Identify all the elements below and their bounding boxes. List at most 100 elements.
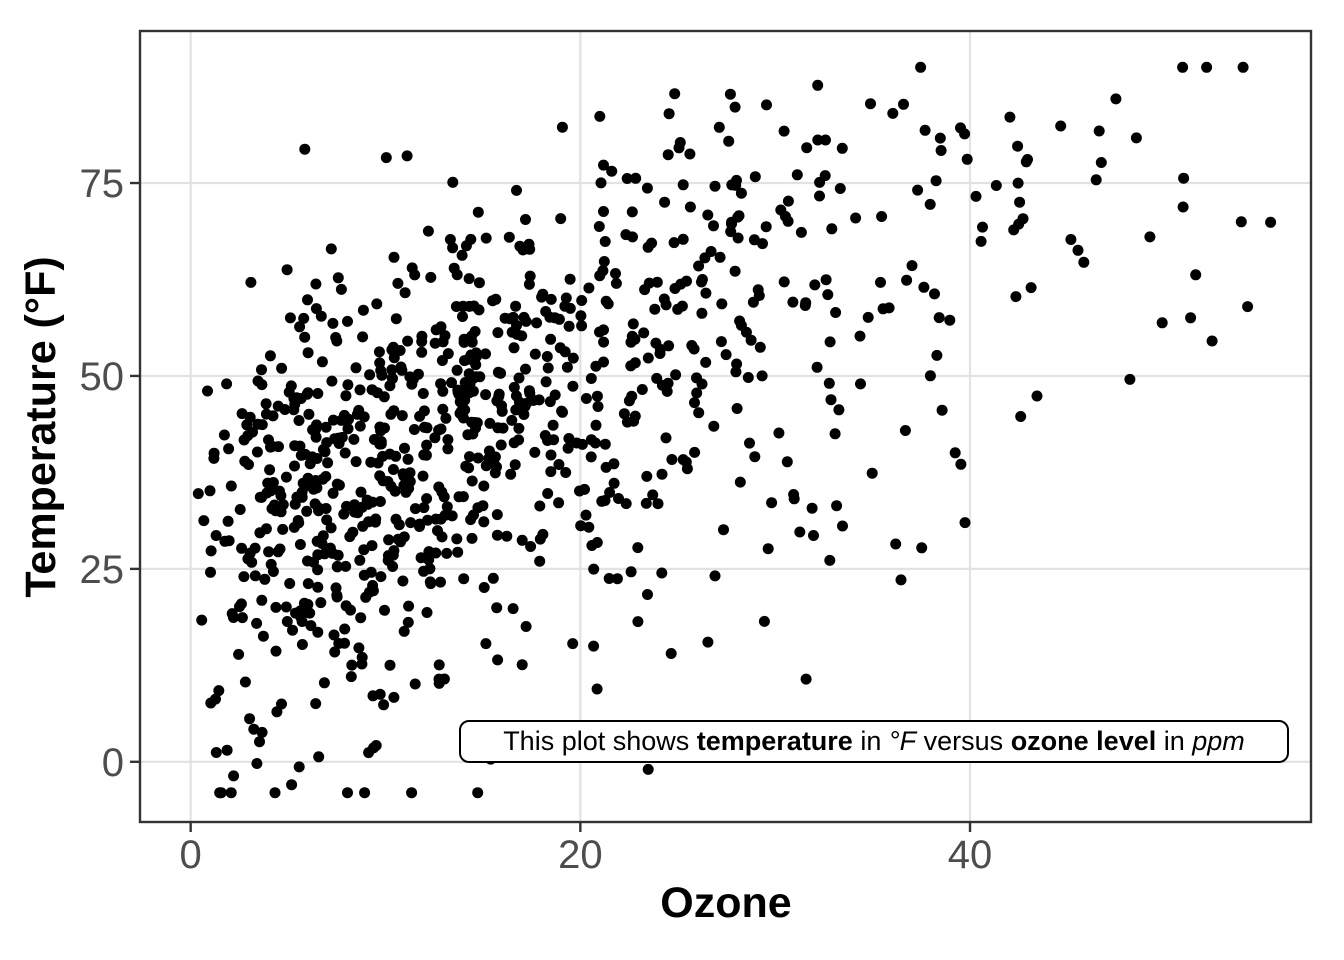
data-point [541,351,553,362]
data-point [480,638,492,650]
data-point [468,509,479,521]
data-point [1078,256,1090,268]
data-point [669,88,681,100]
data-point [589,437,601,449]
data-point [371,387,383,399]
data-point [906,260,918,272]
data-point [281,264,293,276]
data-point [397,575,409,587]
data-point [629,357,641,369]
data-point [460,460,472,472]
data-point [944,314,956,326]
data-point [642,763,654,775]
data-point [385,408,397,420]
data-point [773,427,785,439]
y-tick-label: 0 [102,741,124,785]
data-point [865,98,876,110]
data-point [794,526,806,538]
data-point [301,388,313,400]
data-point [251,446,263,458]
data-point [459,404,471,416]
data-point [277,499,289,511]
data-point [395,536,406,548]
data-point [386,364,398,376]
data-point [451,364,463,376]
data-point [321,514,333,526]
annotation-text-segment: ppm [1192,726,1245,756]
data-point [556,121,568,133]
data-point [553,497,565,509]
data-point [600,295,612,307]
data-point [263,434,274,446]
data-point [437,403,449,415]
data-point [198,515,210,527]
data-point [472,206,484,218]
data-point [304,607,316,619]
data-point [293,761,305,773]
data-point [305,620,317,632]
data-point [1020,156,1032,168]
data-point [321,437,333,449]
data-point [854,330,866,342]
data-point [795,226,807,238]
data-point [820,134,831,146]
data-point [520,315,532,327]
data-point [446,377,457,389]
data-point [1242,301,1254,313]
data-point [460,385,472,397]
data-point [286,779,298,791]
data-point [380,152,392,164]
data-point [693,260,705,272]
data-point [263,546,275,558]
data-point [696,274,708,285]
data-point [196,614,208,626]
data-point [1156,317,1168,329]
data-point [585,373,597,384]
data-point [210,747,222,758]
data-point [423,554,435,566]
data-point [975,235,987,247]
data-point [372,457,384,469]
data-point [416,346,428,358]
data-point [354,554,366,566]
data-point [458,336,470,348]
data-point [208,447,220,459]
data-point [531,317,543,329]
data-point [623,395,635,407]
data-point [260,398,272,410]
data-point [418,565,430,577]
data-point [731,358,743,370]
data-point [261,487,273,499]
data-point [812,79,824,91]
data-point [669,283,681,294]
data-point [473,277,485,289]
data-point [241,419,253,431]
data-point [936,404,948,416]
data-point [422,225,434,237]
data-point [302,578,314,590]
data-point [306,451,318,463]
data-point [930,175,942,187]
data-point [915,61,927,73]
data-point [549,312,561,324]
data-point [575,310,587,322]
data-point [666,454,678,465]
data-point [492,654,504,666]
data-point [302,294,313,306]
data-point [316,356,328,368]
data-point [744,437,755,449]
data-point [523,385,535,397]
data-point [516,659,528,671]
data-point [638,327,650,339]
data-point [646,237,658,249]
data-point [673,142,685,154]
data-point [665,648,677,659]
data-point [221,378,233,390]
data-point [924,198,936,210]
data-point [478,582,490,593]
data-point [761,99,772,111]
data-point [312,564,324,576]
data-point [242,430,254,442]
data-point [735,187,747,199]
